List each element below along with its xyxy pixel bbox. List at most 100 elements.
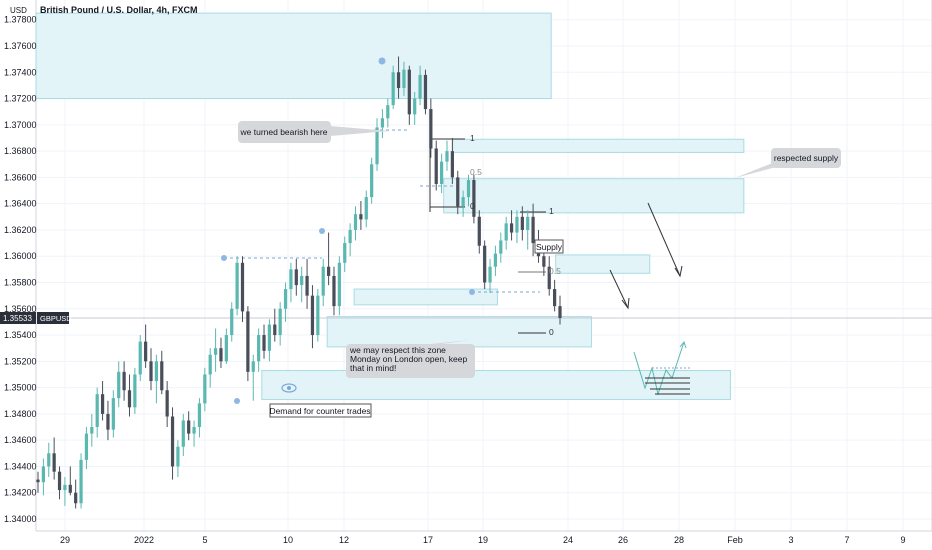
price-tick-label: 1.36600 (4, 172, 37, 182)
candle-body (418, 74, 422, 99)
symbol-tag: GBPUSD (40, 314, 72, 323)
respected-supply-text: respected supply (774, 153, 839, 163)
callout-bearish[interactable]: we turned bearish here (238, 121, 390, 143)
supply-label-text: Supply (536, 242, 563, 252)
monday-text: we may respect this zone Monday on Londo… (350, 346, 468, 373)
fib-zone-upper (452, 138, 745, 153)
candle-body (127, 390, 132, 408)
candle-body (79, 459, 83, 504)
candle-body (386, 105, 390, 119)
pivot-dot (234, 398, 240, 404)
price-tick-label: 1.35400 (4, 330, 37, 340)
candle-body (219, 348, 223, 362)
eye-icon[interactable] (281, 383, 297, 393)
candle-body (413, 98, 417, 115)
candle-body (396, 72, 401, 89)
chart-title: British Pound / U.S. Dollar, 4h, FXCM (40, 5, 198, 15)
candle-body (235, 262, 239, 309)
candle-body (337, 262, 341, 307)
pivot-dot (319, 228, 325, 234)
time-tick-label: Feb (727, 535, 743, 545)
price-tick-label: 1.37800 (4, 15, 37, 25)
price-tick-label: 1.37600 (4, 41, 37, 51)
candle-body (402, 69, 406, 89)
candle-body (154, 361, 159, 382)
last-price-value: 1.35533 (3, 314, 32, 323)
candle-body (149, 361, 153, 382)
candle-body (289, 269, 293, 290)
candle-body (321, 266, 325, 296)
pivot-dot (221, 255, 227, 261)
price-tick-label: 1.37400 (4, 67, 37, 77)
candle-body (348, 229, 352, 244)
supply-zone (555, 254, 651, 274)
price-tick-label: 1.37200 (4, 94, 37, 104)
candle-body (144, 341, 148, 362)
candle-body (300, 275, 304, 286)
demand-label[interactable]: Demand for counter trades (269, 403, 372, 418)
candle-body (542, 256, 546, 267)
time-tick-label: 19 (478, 535, 488, 545)
callout-respected-supply[interactable]: respected supply (735, 148, 841, 178)
price-tick-label: 1.34000 (4, 514, 37, 524)
time-tick-label: 10 (283, 535, 293, 545)
demand-label-text: Demand for counter trades (269, 406, 370, 416)
arrow-head-icon (679, 340, 687, 349)
candle-body (111, 398, 115, 430)
pivot-dot (378, 57, 386, 65)
candle-body (36, 479, 40, 483)
candle-body (359, 214, 363, 220)
down-arrow (647, 202, 681, 277)
time-tick-label: 12 (339, 535, 349, 545)
candle-body (326, 266, 331, 276)
candle-body (499, 240, 503, 254)
time-tick-label: 28 (674, 535, 684, 545)
price-tick-label: 1.35000 (4, 383, 37, 393)
candle-body (41, 466, 45, 483)
candle-body (224, 335, 228, 362)
price-tick-label: 1.34800 (4, 409, 37, 419)
candle-body (170, 416, 175, 467)
candle-body (375, 127, 379, 165)
price-axis-labels: 1.37800 1.37600 1.37400 1.37200 1.37000 1.368… (4, 15, 37, 524)
time-tick-label: 17 (423, 535, 433, 545)
candle-body (493, 253, 498, 267)
fib-label-0: 0 (470, 201, 475, 211)
candle-body (370, 164, 374, 198)
arrow-head-icon (621, 297, 630, 310)
candle-body (509, 223, 514, 233)
candle-body (434, 148, 438, 184)
candle-body (450, 151, 454, 178)
down-arrow (609, 269, 629, 309)
candle-body (380, 118, 385, 128)
candle-body (520, 216, 524, 230)
candle-body (95, 394, 99, 428)
candle-body (192, 427, 196, 434)
candlestick-series (36, 56, 562, 509)
candle-body (74, 492, 78, 504)
price-tick-label: 1.36200 (4, 225, 37, 235)
candle-body (246, 311, 250, 372)
price-tick-label: 1.36800 (4, 146, 37, 156)
price-tick-label: 1.34200 (4, 488, 37, 498)
candle-body (251, 361, 255, 372)
candle-body (197, 403, 202, 428)
candle-body (257, 335, 261, 362)
candle-body (477, 216, 481, 246)
supply-label[interactable]: Supply (534, 239, 564, 254)
candle-body (278, 308, 282, 336)
candle-body (273, 324, 277, 336)
price-tick-label: 1.36400 (4, 199, 37, 209)
candle-body (547, 266, 551, 290)
candle-body (208, 354, 212, 375)
candle-body (47, 453, 51, 467)
direction-arrows (609, 202, 683, 310)
candle-body (558, 306, 562, 318)
time-tick-label: 3 (788, 535, 793, 545)
pattern-sketch (633, 340, 690, 396)
fib-label-1b: 1 (549, 206, 554, 216)
callout-monday[interactable]: we may respect this zone Monday on Londo… (346, 340, 475, 378)
candle-body (332, 275, 336, 307)
candle-body (461, 197, 465, 207)
